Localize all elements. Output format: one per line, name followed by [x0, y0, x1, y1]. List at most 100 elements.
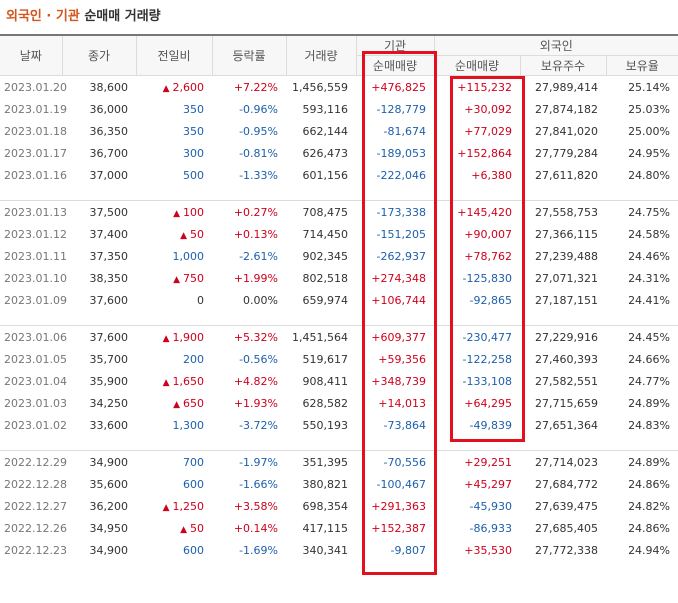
cell-foreign-holdings: 27,460,393: [535, 352, 598, 366]
title-net-volume-label: 순매매 거래량: [84, 9, 161, 24]
change-value: 1,900: [172, 330, 205, 344]
cell-foreign-ratio: 24.83%: [628, 418, 671, 432]
cell-rate: +0.27%: [212, 200, 286, 223]
header-institution-net: 순매매량: [356, 55, 435, 76]
cell-institution-net: -151,205: [376, 227, 426, 241]
cell-foreign-ratio: 24.77%: [628, 374, 671, 388]
cell-close: 36,350: [89, 124, 129, 138]
cell-rate: -0.95%: [239, 124, 278, 138]
cell-volume: 601,156: [302, 168, 349, 182]
cell-close: 37,400: [89, 227, 129, 241]
cell-foreign-net: +78,762: [464, 249, 512, 263]
cell-date: 2022.12.26: [4, 521, 67, 535]
table-row: 2023.01.18 36,350 350 -0.95% 662,144 -81,674 +…: [0, 120, 678, 142]
cell-volume: 662,144: [302, 124, 349, 138]
cell-volume: 351,395: [286, 450, 356, 473]
cell-foreign-net: -86,933: [469, 521, 512, 535]
group-spacer: [0, 186, 678, 201]
page-title: 외국인 · 기관 순매매 거래량: [0, 0, 678, 34]
cell-volume: 908,411: [302, 374, 349, 388]
cell-change: 200: [136, 348, 212, 370]
cell-institution-net: -173,338: [356, 200, 434, 223]
cell-date: 2023.01.20: [4, 80, 67, 94]
cell-foreign-holdings: 27,239,488: [535, 249, 598, 263]
up-triangle-icon: ▲: [180, 524, 187, 535]
cell-date: 2023.01.09: [4, 293, 67, 307]
cell-foreign-holdings: 27,611,820: [535, 168, 598, 182]
cell-volume: 626,473: [302, 146, 349, 160]
cell-volume: 714,450: [302, 227, 349, 241]
cell-date: 2023.01.05: [4, 352, 67, 366]
cell-close: 38,600: [89, 80, 129, 94]
cell-date: 2023.01.19: [4, 102, 67, 116]
cell-foreign-ratio: 24.89%: [628, 396, 671, 410]
cell-foreign-net: -133,108: [462, 374, 512, 388]
cell-volume: 698,354: [302, 499, 349, 513]
cell-foreign-holdings: 27,558,753: [520, 200, 606, 223]
cell-close: 34,900: [89, 543, 129, 557]
table-row: 2023.01.19 36,000 350 -0.96% 593,116 -128,779…: [0, 98, 678, 120]
cell-rate: -1.33%: [239, 168, 278, 182]
cell-date: 2022.12.29: [0, 450, 67, 473]
cell-change: 700: [136, 450, 212, 473]
cell-change: 300: [136, 142, 212, 164]
cell-volume: 340,341: [302, 543, 349, 557]
cell-change: 350: [136, 98, 212, 120]
cell-change: ▲ 1,900: [136, 325, 212, 348]
cell-date: 2023.01.11: [4, 249, 67, 263]
cell-foreign-ratio: 24.89%: [606, 450, 678, 473]
cell-foreign-net: +29,251: [434, 450, 520, 473]
spacer-cell: [0, 186, 678, 201]
cell-foreign-ratio: 24.41%: [628, 293, 671, 307]
cell-rate: -0.96%: [239, 102, 278, 116]
table-row: 2023.01.11 37,350 1,000 -2.61% 902,345 -262,9…: [0, 245, 678, 267]
cell-foreign-holdings: 27,639,475: [535, 499, 598, 513]
cell-change: 600: [136, 473, 212, 495]
cell-foreign-ratio: 24.58%: [628, 227, 671, 241]
cell-date: 2023.01.03: [4, 396, 67, 410]
header-foreign-holdings: 보유주수: [520, 55, 607, 76]
cell-change: ▲ 650: [136, 392, 212, 414]
up-triangle-icon: ▲: [162, 83, 170, 94]
cell-date: 2023.01.18: [4, 124, 67, 138]
change-value: 1,000: [172, 249, 205, 263]
cell-rate: -1.66%: [239, 477, 278, 491]
cell-date: 2023.01.04: [4, 374, 67, 388]
cell-rate: +7.22%: [233, 80, 278, 94]
up-triangle-icon: ▲: [173, 399, 180, 410]
cell-foreign-holdings: 27,071,321: [535, 271, 598, 285]
spacer-cell: [0, 311, 678, 326]
cell-date: 2022.12.28: [4, 477, 67, 491]
cell-rate: +3.58%: [233, 499, 278, 513]
cell-rate: 0.00%: [243, 293, 278, 307]
cell-foreign-net: -230,477: [434, 325, 520, 348]
cell-date: 2022.12.23: [4, 543, 67, 557]
change-value: 300: [183, 146, 204, 160]
table-row: 2023.01.13 37,500 ▲ 100 +0.27% 708,475 -173,33…: [0, 200, 678, 223]
cell-change: ▲ 1,650: [136, 370, 212, 392]
table-row: 2023.01.05 35,700 200 -0.56% 519,617 +59,356 -…: [0, 348, 678, 370]
cell-institution-net: +14,013: [378, 396, 426, 410]
header-volume: 거래량: [286, 35, 357, 76]
cell-foreign-ratio: 24.95%: [628, 146, 671, 160]
cell-rate: -0.81%: [239, 146, 278, 160]
cell-close: 36,700: [89, 146, 129, 160]
table-header: 날짜 종가 전일비 등락률 거래량 기관 외국인 순매매량 순매매량 보유주수 …: [0, 35, 678, 76]
cell-foreign-holdings: 27,779,284: [535, 146, 598, 160]
cell-change: 500: [136, 164, 212, 186]
cell-rate: -1.69%: [239, 543, 278, 557]
cell-foreign-ratio: 25.00%: [628, 124, 671, 138]
cell-institution-net: -73,864: [383, 418, 426, 432]
cell-date: 2023.01.13: [0, 200, 67, 223]
table-row: 2023.01.03 34,250 ▲ 650 +1.93% 628,582 +14,013…: [0, 392, 678, 414]
cell-change: ▲ 100: [136, 200, 212, 223]
table-row: 2023.01.09 37,600 0 0.00% 659,974 +106,744 -92…: [0, 289, 678, 311]
cell-volume: 802,518: [302, 271, 349, 285]
table-row: 2022.12.23 34,900 600 -1.69% 340,341 -9,807 +3…: [0, 539, 678, 561]
cell-change: 350: [136, 120, 212, 142]
cell-foreign-net: -49,839: [469, 418, 512, 432]
cell-foreign-ratio: 24.46%: [628, 249, 671, 263]
table-row: 2022.12.27 36,200 ▲ 1,250 +3.58% 698,354 +291,…: [0, 495, 678, 517]
cell-date: 2023.01.16: [4, 168, 67, 182]
change-value: 100: [183, 205, 204, 219]
